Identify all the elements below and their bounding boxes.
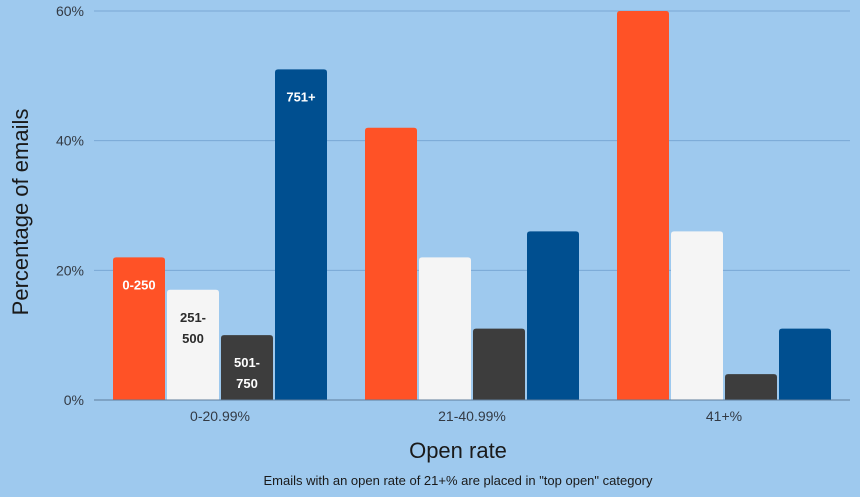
y-tick-label: 0% — [64, 392, 84, 408]
bar-501-750-21-40.99% — [473, 328, 525, 400]
series-label-501-750: 750 — [236, 376, 258, 391]
bar-0-250-21-40.99% — [365, 127, 417, 400]
gridlines — [94, 10, 850, 271]
bar-251-500-21-40.99% — [419, 257, 471, 400]
series-label-0-250: 0-250 — [122, 277, 155, 292]
bar-751+-41+% — [779, 328, 831, 400]
x-tick-labels: 0-20.99% 21-40.99% 41+% — [190, 408, 742, 424]
bar-251-500-41+% — [671, 231, 723, 400]
series-label-251-500: 251- — [180, 310, 206, 325]
bars — [113, 11, 831, 400]
x-tick-label: 21-40.99% — [438, 408, 506, 424]
bar-501-750-0-20.99% — [221, 335, 273, 400]
x-tick-label: 0-20.99% — [190, 408, 250, 424]
bar-751+-0-20.99% — [275, 69, 327, 400]
chart-footnote: Emails with an open rate of 21+% are pla… — [264, 473, 653, 488]
x-tick-label: 41+% — [706, 408, 742, 424]
x-axis-title: Open rate — [409, 438, 507, 463]
bar-501-750-41+% — [725, 374, 777, 400]
y-tick-label: 20% — [56, 262, 84, 278]
series-label-251-500: 500 — [182, 331, 204, 346]
y-axis-title: Percentage of emails — [8, 109, 33, 316]
bar-0-250-0-20.99% — [113, 257, 165, 400]
y-tick-label: 40% — [56, 133, 84, 149]
bar-0-250-41+% — [617, 11, 669, 400]
y-tick-labels: 0% 20% 40% 60% — [56, 3, 84, 408]
y-tick-label: 60% — [56, 3, 84, 19]
bar-251-500-0-20.99% — [167, 289, 219, 400]
series-label-751plus: 751+ — [286, 89, 316, 104]
bar-751+-21-40.99% — [527, 231, 579, 400]
series-label-501-750: 501- — [234, 355, 260, 370]
bar-labels: 0-250 251- 500 501- 750 751+ — [122, 89, 316, 391]
